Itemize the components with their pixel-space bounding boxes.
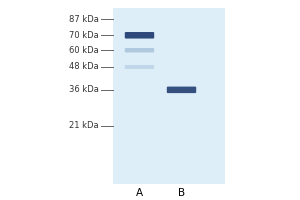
FancyBboxPatch shape — [125, 48, 154, 52]
Text: A: A — [136, 188, 143, 198]
Text: 70 kDa: 70 kDa — [69, 31, 99, 40]
Bar — [112, 8, 225, 184]
Text: 36 kDa: 36 kDa — [69, 85, 99, 94]
FancyBboxPatch shape — [167, 87, 196, 93]
FancyBboxPatch shape — [125, 65, 154, 69]
Text: 21 kDa: 21 kDa — [69, 121, 99, 130]
Text: 87 kDa: 87 kDa — [69, 15, 99, 24]
Text: 48 kDa: 48 kDa — [69, 62, 99, 71]
FancyBboxPatch shape — [125, 32, 154, 39]
Text: 60 kDa: 60 kDa — [69, 46, 99, 55]
Text: B: B — [178, 188, 185, 198]
